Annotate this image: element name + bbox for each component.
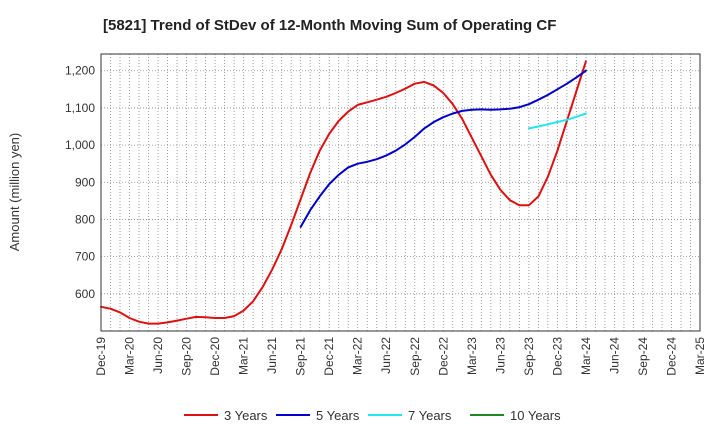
x-tick-label: Sep-20 bbox=[180, 337, 194, 376]
y-tick-label: 1,200 bbox=[65, 64, 95, 78]
legend-label: 7 Years bbox=[408, 408, 452, 423]
chart-title: [5821] Trend of StDev of 12-Month Moving… bbox=[103, 17, 556, 34]
grid-layer bbox=[101, 54, 700, 331]
x-tick-label: Mar-22 bbox=[351, 337, 365, 375]
x-tick-label: Jun-22 bbox=[379, 337, 393, 374]
y-tick-label: 900 bbox=[75, 175, 95, 189]
x-tick-label: Mar-25 bbox=[693, 337, 707, 375]
x-tick-label: Dec-21 bbox=[322, 337, 336, 376]
y-tick-labels: 600 700 800 900 1,000 1,100 1,200 bbox=[65, 64, 95, 301]
legend-item: 5 Years bbox=[276, 408, 360, 423]
legend-label: 3 Years bbox=[224, 408, 268, 423]
x-tick-label: Mar-21 bbox=[237, 337, 251, 375]
x-tick-label: Sep-24 bbox=[636, 337, 650, 376]
x-tick-label: Jun-23 bbox=[493, 337, 507, 374]
x-tick-label: Mar-20 bbox=[123, 337, 137, 375]
legend: 3 Years 5 Years 7 Years 10 Years bbox=[184, 408, 561, 423]
x-tick-label: Dec-22 bbox=[436, 337, 450, 376]
legend-item: 7 Years bbox=[368, 408, 452, 423]
series-line-7-years bbox=[527, 112, 587, 130]
x-tick-label: Dec-23 bbox=[550, 337, 564, 376]
plot-frame bbox=[100, 53, 701, 332]
y-tick-label: 600 bbox=[75, 287, 95, 301]
y-tick-label: 800 bbox=[75, 212, 95, 226]
x-tick-labels: Dec-19 Mar-20 Jun-20 Sep-20 Dec-20 Mar-21 Jun-… bbox=[94, 337, 707, 376]
series-layer bbox=[100, 60, 587, 325]
x-tick-label: Jun-24 bbox=[607, 337, 621, 374]
series-line-5-years bbox=[299, 69, 587, 228]
legend-label: 5 Years bbox=[316, 408, 360, 423]
x-tick-label: Sep-21 bbox=[294, 337, 308, 376]
x-tick-label: Dec-24 bbox=[664, 337, 678, 376]
legend-item: 10 Years bbox=[470, 408, 561, 423]
legend-label: 10 Years bbox=[510, 408, 561, 423]
y-axis-label: Amount (million yen) bbox=[7, 133, 22, 252]
x-tick-label: Sep-22 bbox=[408, 337, 422, 376]
legend-item: 3 Years bbox=[184, 408, 268, 423]
x-tick-label: Dec-19 bbox=[94, 337, 108, 376]
y-tick-label: 1,000 bbox=[65, 138, 95, 152]
x-tick-label: Mar-24 bbox=[579, 337, 593, 375]
x-tick-label: Dec-20 bbox=[208, 337, 222, 376]
series-line-3-years bbox=[100, 60, 587, 325]
x-tick-label: Jun-21 bbox=[265, 337, 279, 374]
y-tick-label: 1,100 bbox=[65, 101, 95, 115]
x-tick-label: Mar-23 bbox=[465, 337, 479, 375]
x-tick-label: Sep-23 bbox=[522, 337, 536, 376]
x-tick-label: Jun-20 bbox=[151, 337, 165, 374]
y-tick-label: 700 bbox=[75, 250, 95, 264]
